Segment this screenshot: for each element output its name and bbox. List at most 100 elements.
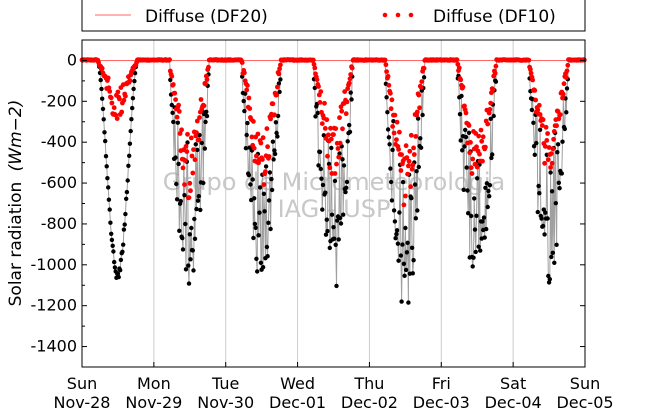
df10-point [188, 135, 194, 141]
total-point [199, 140, 204, 146]
total-point [464, 165, 469, 170]
df10-point [408, 132, 414, 138]
total-point [396, 258, 401, 263]
vertical-gridlines [153, 40, 514, 367]
legend-label-df20: Diffuse (DF20) [145, 7, 268, 27]
df10-point [180, 165, 186, 171]
total-point [470, 264, 475, 269]
total-point [487, 183, 493, 188]
df10-point [346, 80, 352, 86]
total-point [557, 186, 562, 191]
total-point [187, 232, 192, 237]
total-point [550, 250, 555, 255]
total-point [405, 240, 410, 245]
df10-point [196, 137, 202, 143]
total-point [323, 232, 329, 237]
df10-point [265, 144, 270, 150]
total-point [180, 247, 186, 252]
total-point [109, 231, 114, 236]
total-point [402, 273, 407, 278]
df10-point [551, 129, 557, 134]
total-point [130, 105, 135, 111]
df10-point [105, 75, 111, 81]
df10-point [242, 70, 247, 76]
df10-point [454, 57, 460, 63]
total-point [120, 249, 125, 254]
total-point [391, 119, 396, 124]
total-point [332, 236, 337, 241]
total-point [466, 130, 472, 135]
df10-point [411, 152, 417, 157]
total-point [126, 163, 131, 168]
df10-point [255, 131, 261, 137]
total-point [102, 130, 107, 135]
total-point [241, 98, 246, 104]
df10-point [399, 152, 404, 158]
total-point [103, 138, 108, 144]
df10-point [535, 107, 541, 113]
df10-point [176, 102, 182, 108]
total-point [169, 102, 174, 108]
total-point [416, 164, 421, 170]
df10-point [408, 184, 413, 190]
total-point [180, 235, 185, 241]
total-point [246, 172, 252, 178]
df10-point [187, 180, 193, 186]
total-point [554, 242, 559, 247]
total-point [341, 212, 346, 217]
total-point [127, 153, 132, 158]
total-point [121, 227, 127, 232]
total-point [484, 226, 489, 232]
df10-point [274, 92, 279, 98]
total-point [480, 219, 485, 224]
total-point [401, 261, 407, 266]
x-axis: SunNov-28MonNov-29TueNov-30WedDec-01ThuD… [54, 362, 614, 409]
df10-point [317, 100, 323, 105]
df10-point [194, 118, 200, 124]
diffuse-df10-points [79, 57, 587, 208]
total-point [400, 179, 406, 185]
df10-point [417, 105, 422, 111]
total-point [386, 135, 392, 140]
df10-point [332, 171, 338, 176]
df10-point [396, 147, 401, 152]
df10-point [389, 97, 395, 103]
x-tick-label-day: Fri [432, 374, 451, 393]
df10-point [403, 143, 409, 149]
df10-point [177, 131, 183, 136]
total-point [255, 269, 260, 274]
total-point [384, 95, 389, 100]
total-point [106, 185, 111, 190]
total-point [390, 147, 395, 153]
total-point [266, 220, 271, 225]
total-point [194, 206, 199, 212]
total-point [560, 139, 565, 144]
total-point [270, 139, 276, 144]
total-point [465, 188, 470, 193]
total-point [324, 217, 329, 222]
x-tick-label-day: Mon [137, 374, 171, 393]
total-point [388, 179, 394, 185]
total-point [203, 119, 208, 125]
df10-point [127, 78, 133, 83]
total-point [534, 140, 539, 146]
total-point [340, 157, 345, 162]
total-point [107, 207, 112, 212]
total-point [118, 257, 124, 263]
df10-point [260, 135, 266, 141]
df10-point [258, 140, 264, 146]
total-point [129, 117, 134, 122]
total-point [347, 122, 352, 128]
df10-point [388, 106, 394, 112]
total-point [385, 110, 390, 115]
df10-point [192, 157, 198, 163]
df10-point [467, 150, 473, 156]
df10-point [337, 140, 343, 146]
x-tick-label-date: Dec-05 [556, 393, 613, 409]
total-point [333, 242, 338, 247]
total-point [196, 194, 201, 199]
total-point [183, 221, 188, 227]
total-point [272, 148, 277, 153]
total-point [320, 182, 326, 188]
total-point [331, 225, 336, 230]
